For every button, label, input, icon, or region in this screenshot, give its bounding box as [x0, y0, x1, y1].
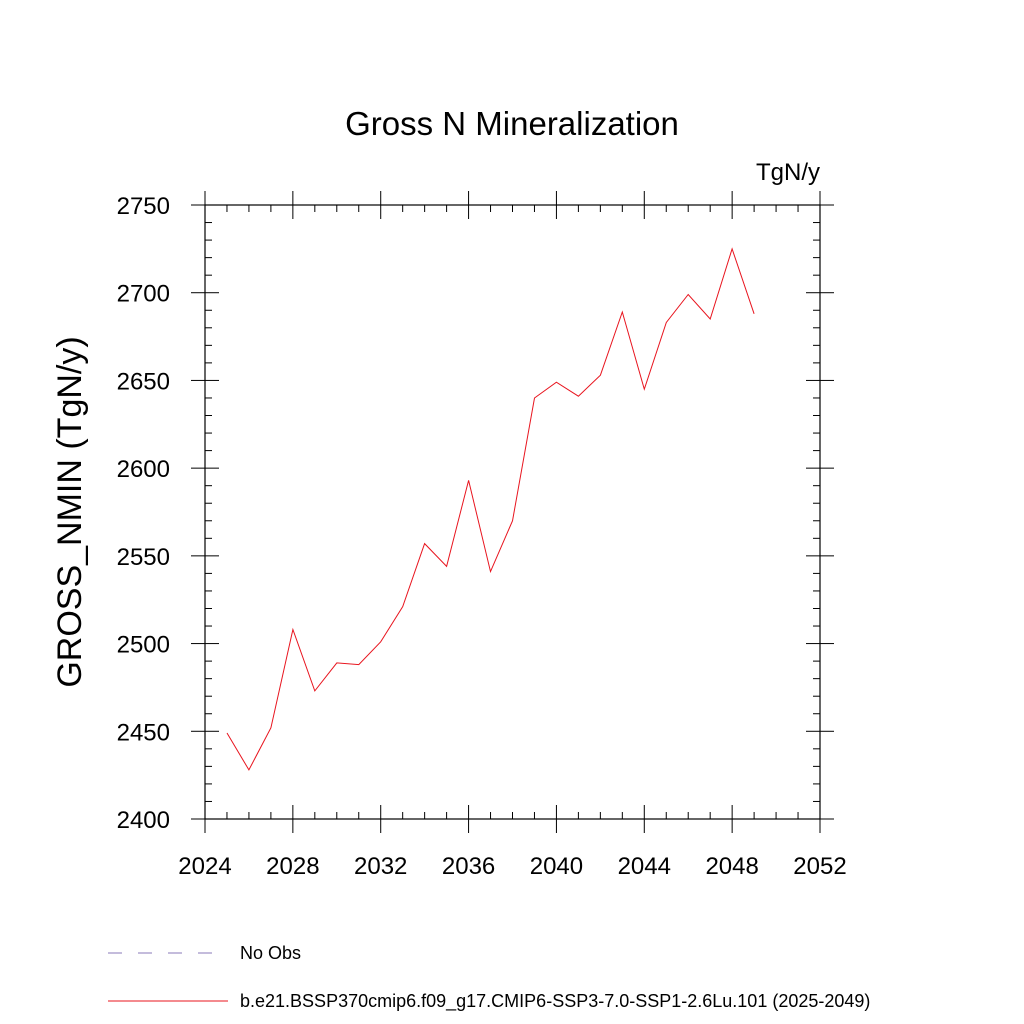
y-axis-label: GROSS_NMIN (TgN/y) [51, 336, 89, 687]
y-axis: 2400 2450 2500 2550 2600 2650 2700 2750 [117, 193, 834, 834]
data-point [291, 628, 295, 632]
y-tick-label: 2550 [117, 544, 170, 571]
x-tick-label: 2052 [793, 853, 846, 880]
legend-label-no-obs: No Obs [240, 943, 301, 963]
data-point [357, 663, 361, 667]
data-point [335, 661, 339, 665]
data-point [511, 519, 515, 523]
data-point [269, 726, 273, 730]
y-tick-label: 2600 [117, 456, 170, 483]
data-point [423, 542, 427, 546]
x-tick-label: 2032 [354, 853, 407, 880]
data-point [598, 373, 602, 377]
data-point [313, 689, 317, 693]
data-point [686, 292, 690, 296]
data-point [532, 396, 536, 400]
units-label: TgN/y [756, 159, 820, 186]
data-point [642, 387, 646, 391]
data-point [752, 312, 756, 316]
x-tick-label: 2028 [266, 853, 319, 880]
plot-frame [204, 204, 821, 820]
x-tick-label: 2024 [178, 853, 231, 880]
data-point [620, 310, 624, 314]
data-point [708, 317, 712, 321]
y-tick-label: 2450 [117, 719, 170, 746]
data-point [489, 570, 493, 574]
y-tick-label: 2750 [117, 193, 170, 220]
data-point [379, 640, 383, 644]
chart-title: Gross N Mineralization [345, 105, 679, 142]
data-point [467, 478, 471, 482]
y-tick-label: 2650 [117, 368, 170, 395]
x-tick-label: 2036 [442, 853, 495, 880]
y-tick-label: 2500 [117, 632, 170, 659]
legend: No Obs b.e21.BSSP370cmip6.f09_g17.CMIP6-… [108, 943, 870, 1012]
data-point [225, 731, 229, 735]
data-point [576, 394, 580, 398]
data-point [247, 768, 251, 772]
x-tick-label: 2040 [530, 853, 583, 880]
y-tick-label: 2400 [117, 807, 170, 834]
data-point [664, 321, 668, 325]
data-point [554, 380, 558, 384]
data-point [730, 247, 734, 251]
x-axis: 2024 2028 2032 2036 2040 2044 2048 2052 [178, 191, 847, 880]
x-tick-label: 2044 [618, 853, 671, 880]
series-line-0 [226, 247, 755, 771]
x-tick-label: 2048 [705, 853, 758, 880]
series-layer [225, 247, 756, 772]
data-point [445, 564, 449, 568]
y-tick-label: 2700 [117, 281, 170, 308]
data-point [401, 605, 405, 609]
legend-label-model: b.e21.BSSP370cmip6.f09_g17.CMIP6-SSP3-7.… [240, 991, 870, 1012]
